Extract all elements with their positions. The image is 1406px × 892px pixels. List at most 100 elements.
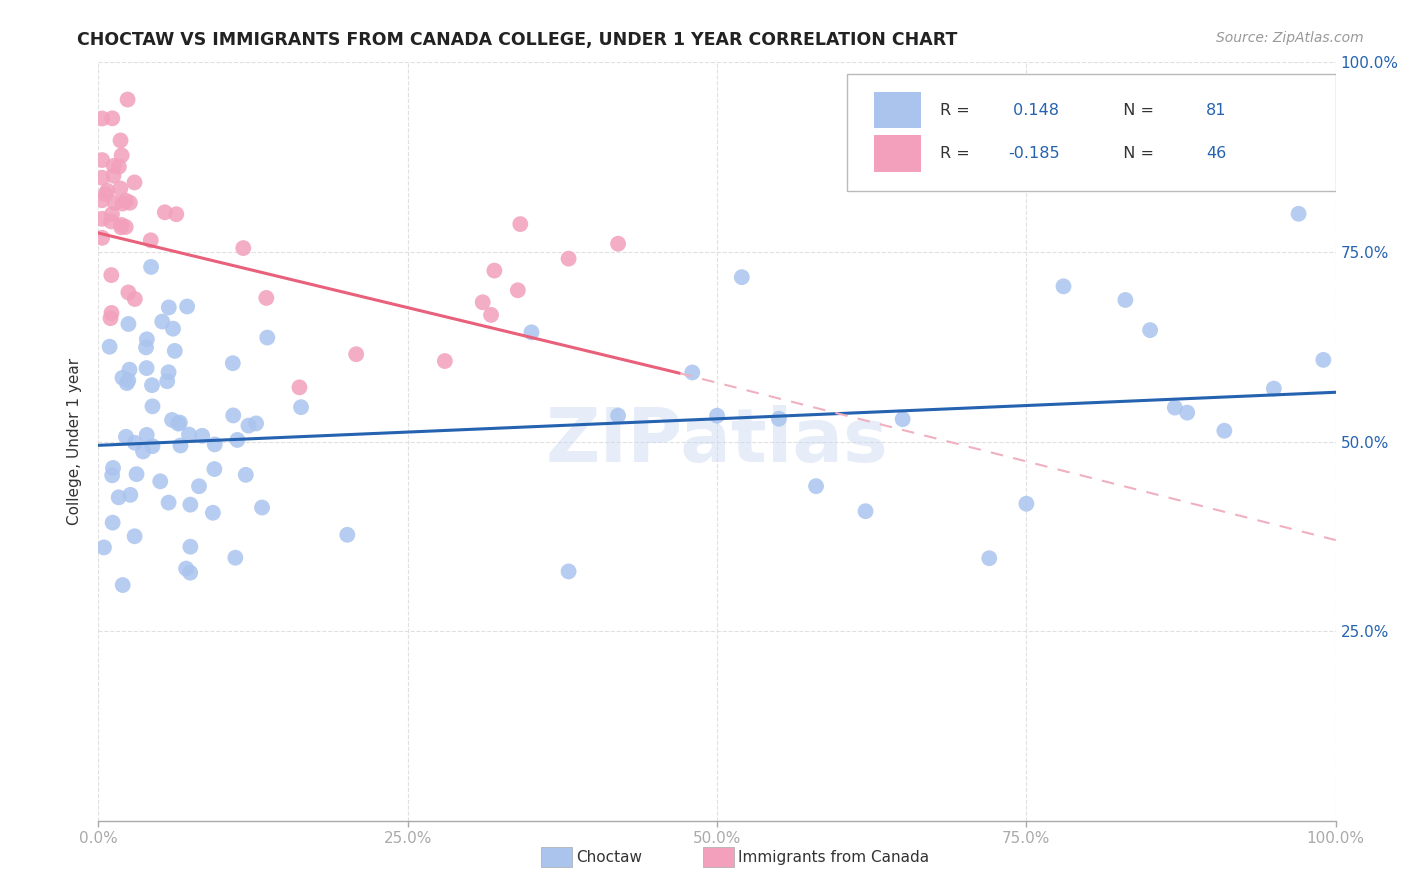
Point: [141, 400, 163, 414]
Point: [94, 187, 117, 202]
Point: [177, 427, 200, 442]
Point: [224, 550, 246, 565]
Point: [114, 219, 136, 234]
Point: [115, 376, 138, 390]
Point: [124, 435, 146, 450]
Point: [141, 378, 163, 392]
Point: [179, 498, 201, 512]
Point: [160, 413, 183, 427]
Point: [110, 220, 132, 235]
Point: [169, 438, 191, 452]
Point: [100, 311, 122, 326]
Point: [111, 148, 134, 162]
Text: Choctaw: Choctaw: [576, 850, 643, 864]
Point: [93, 541, 115, 555]
Point: [101, 461, 124, 475]
Point: [125, 467, 148, 482]
Point: [98, 340, 121, 354]
Point: [101, 112, 124, 126]
Point: [101, 468, 124, 483]
Point: [222, 409, 245, 423]
Point: [188, 479, 211, 493]
Text: 46: 46: [1206, 146, 1226, 161]
Point: [471, 295, 494, 310]
Point: [174, 561, 197, 575]
Point: [768, 411, 790, 425]
Point: [135, 361, 157, 376]
Point: [344, 347, 367, 361]
Point: [706, 409, 728, 423]
Point: [117, 285, 139, 300]
Point: [115, 430, 138, 444]
Point: [118, 195, 141, 210]
Point: [163, 343, 186, 358]
Point: [855, 504, 877, 518]
Text: N =: N =: [1114, 103, 1159, 118]
Point: [804, 479, 827, 493]
Point: [245, 417, 267, 431]
Text: R =: R =: [939, 103, 974, 118]
Point: [101, 516, 124, 530]
Point: [103, 159, 125, 173]
Point: [120, 488, 142, 502]
Point: [100, 306, 122, 320]
Text: Source: ZipAtlas.com: Source: ZipAtlas.com: [1216, 31, 1364, 45]
Point: [156, 374, 179, 388]
Point: [139, 260, 162, 274]
Point: [96, 184, 118, 198]
Point: [204, 437, 226, 451]
Point: [132, 444, 155, 458]
Point: [91, 193, 114, 207]
Point: [91, 211, 114, 226]
Point: [254, 291, 277, 305]
Point: [681, 366, 703, 380]
Point: [91, 170, 114, 185]
Point: [111, 196, 134, 211]
Point: [108, 160, 131, 174]
Point: [135, 332, 157, 346]
Point: [557, 252, 579, 266]
Point: [1164, 401, 1187, 415]
Point: [1263, 382, 1285, 396]
Point: [731, 270, 754, 285]
Point: [91, 231, 114, 245]
Point: [232, 241, 254, 255]
Point: [506, 283, 529, 297]
Point: [110, 181, 132, 195]
Point: [557, 565, 579, 579]
Bar: [875, 92, 921, 128]
Point: [141, 439, 163, 453]
Text: 0.148: 0.148: [1008, 103, 1059, 118]
Y-axis label: College, Under 1 year: College, Under 1 year: [67, 358, 83, 525]
Point: [1175, 406, 1198, 420]
Text: ZIPatlas: ZIPatlas: [546, 405, 889, 478]
Point: [118, 362, 141, 376]
Point: [100, 214, 122, 228]
Point: [1015, 497, 1038, 511]
Point: [288, 380, 311, 394]
Point: [484, 263, 506, 277]
Point: [110, 133, 132, 147]
Point: [235, 467, 257, 482]
Point: [179, 566, 201, 580]
Point: [117, 374, 139, 388]
Point: [222, 356, 245, 370]
Point: [91, 153, 114, 167]
Point: [149, 475, 172, 489]
Point: [157, 365, 180, 379]
Point: [117, 93, 139, 107]
Point: [135, 340, 157, 354]
Text: CHOCTAW VS IMMIGRANTS FROM CANADA COLLEGE, UNDER 1 YEAR CORRELATION CHART: CHOCTAW VS IMMIGRANTS FROM CANADA COLLEG…: [77, 31, 957, 49]
Point: [202, 462, 225, 476]
Point: [157, 301, 180, 315]
Point: [179, 540, 201, 554]
Point: [1114, 293, 1136, 307]
Point: [124, 529, 146, 543]
Point: [238, 418, 260, 433]
Point: [91, 112, 114, 126]
Point: [479, 308, 502, 322]
Text: -0.185: -0.185: [1008, 146, 1060, 161]
Point: [165, 207, 187, 221]
Point: [176, 300, 198, 314]
Point: [1288, 207, 1310, 221]
